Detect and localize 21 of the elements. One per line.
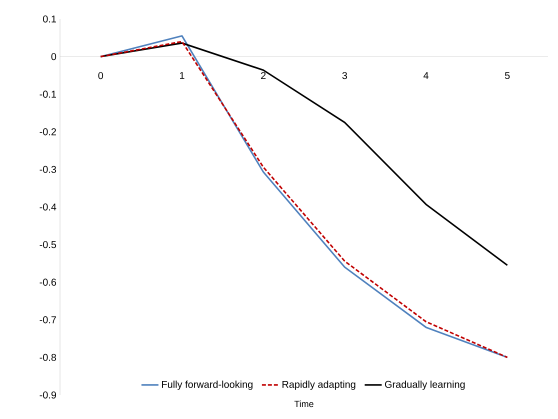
x-tick-label: 2 — [261, 72, 266, 80]
x-axis-title: Time — [294, 400, 314, 408]
y-tick-label: 0.1 — [43, 15, 56, 23]
y-tick-label: 0 — [51, 53, 56, 60]
y-tick-label: -0.3 — [40, 166, 56, 173]
x-tick-label: 0 — [98, 72, 104, 80]
x-tick-label: 3 — [342, 72, 348, 80]
y-tick-label: -0.4 — [40, 203, 56, 211]
x-tick-label: 1 — [180, 72, 184, 79]
x-tick-label: 5 — [504, 72, 510, 80]
legend-label: Fully forward-looking — [162, 380, 252, 390]
y-tick-label: -0.2 — [40, 128, 56, 136]
legend-label: Gradually learning — [385, 380, 465, 390]
y-tick-label: -0.8 — [40, 354, 56, 361]
x-tick-label: 4 — [423, 72, 428, 79]
y-tick-label: -0.1 — [40, 90, 56, 98]
y-tick-label: -0.9 — [40, 391, 56, 399]
y-tick-label: -0.7 — [40, 316, 56, 324]
legend-label: Rapidly adapting — [282, 380, 356, 390]
y-tick-label: -0.6 — [40, 278, 56, 286]
y-tick-label: -0.5 — [40, 241, 56, 248]
